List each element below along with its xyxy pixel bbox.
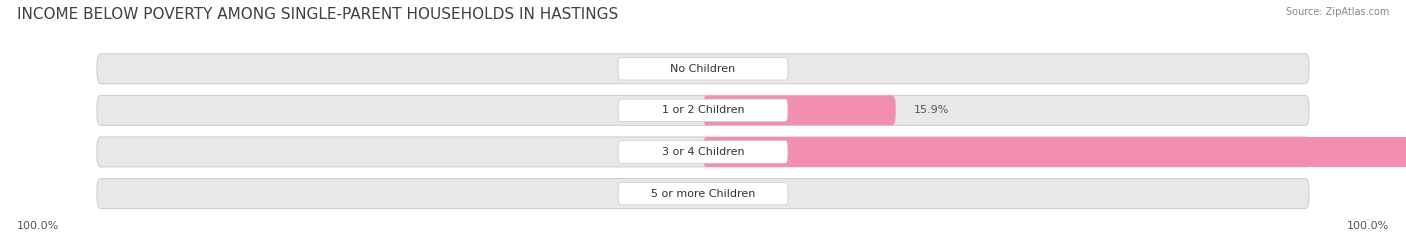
Text: 0.0%: 0.0% (657, 105, 685, 115)
Text: Source: ZipAtlas.com: Source: ZipAtlas.com (1285, 7, 1389, 17)
Text: 0.0%: 0.0% (657, 147, 685, 157)
FancyBboxPatch shape (619, 182, 787, 205)
FancyBboxPatch shape (619, 58, 787, 80)
FancyBboxPatch shape (619, 141, 787, 163)
Text: 3 or 4 Children: 3 or 4 Children (662, 147, 744, 157)
Text: 1 or 2 Children: 1 or 2 Children (662, 105, 744, 115)
Text: INCOME BELOW POVERTY AMONG SINGLE-PARENT HOUSEHOLDS IN HASTINGS: INCOME BELOW POVERTY AMONG SINGLE-PARENT… (17, 7, 619, 22)
Text: 0.0%: 0.0% (657, 188, 685, 199)
FancyBboxPatch shape (703, 137, 1406, 167)
Text: 0.0%: 0.0% (657, 64, 685, 74)
Text: 0.0%: 0.0% (721, 64, 749, 74)
FancyBboxPatch shape (97, 178, 1309, 209)
FancyBboxPatch shape (97, 95, 1309, 125)
Text: 15.9%: 15.9% (914, 105, 949, 115)
FancyBboxPatch shape (97, 54, 1309, 84)
Text: 5 or more Children: 5 or more Children (651, 188, 755, 199)
Text: 100.0%: 100.0% (17, 221, 59, 231)
Text: 0.0%: 0.0% (721, 188, 749, 199)
FancyBboxPatch shape (97, 137, 1309, 167)
FancyBboxPatch shape (703, 95, 896, 125)
FancyBboxPatch shape (619, 99, 787, 122)
Text: No Children: No Children (671, 64, 735, 74)
Text: 100.0%: 100.0% (1347, 221, 1389, 231)
